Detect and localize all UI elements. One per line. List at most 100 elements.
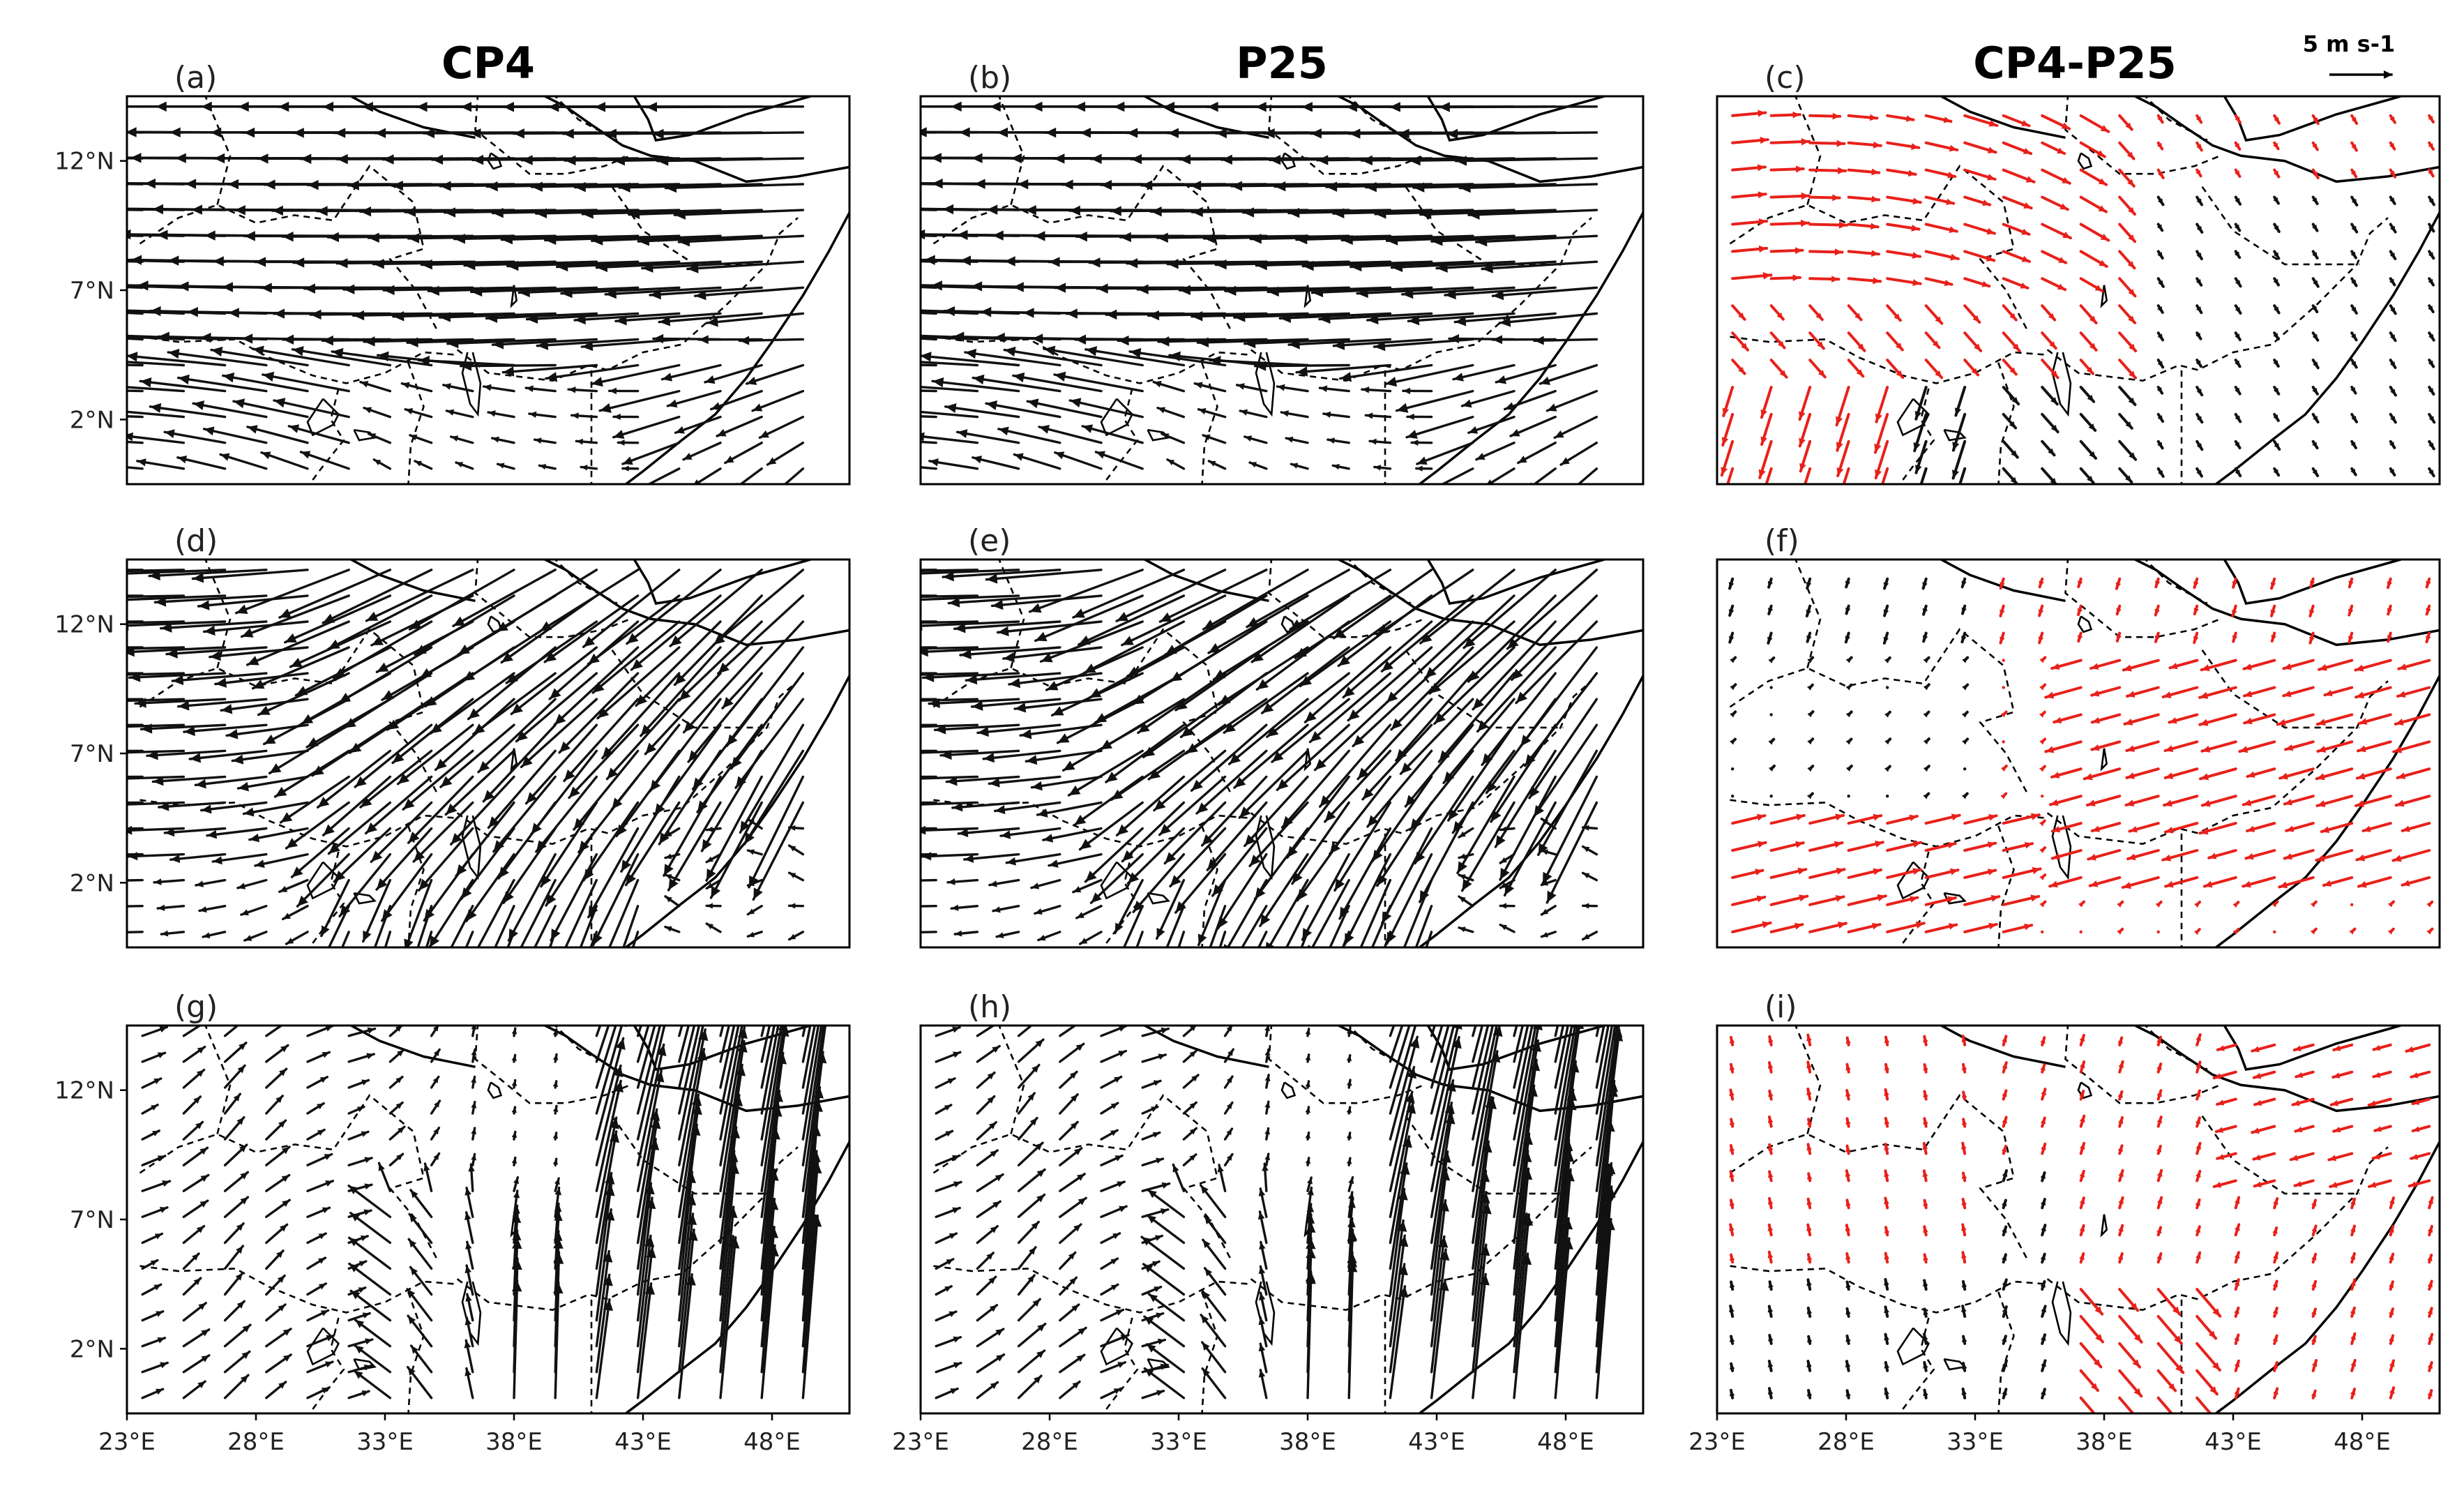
wind-vector <box>1313 698 1392 772</box>
wind-vector-head <box>1258 1344 1266 1352</box>
wind-vector <box>558 672 640 754</box>
wind-vector-head <box>242 1325 250 1332</box>
wind-vector-head <box>318 1283 326 1290</box>
wind-vector-head <box>2387 929 2394 935</box>
wind-vector-head <box>989 1305 997 1312</box>
wind-vector-head <box>1167 459 1175 466</box>
wind-vector-head <box>1532 1006 1542 1017</box>
wind-vector-head <box>2389 170 2395 177</box>
wind-vector-head <box>1730 1119 1735 1125</box>
wind-vector-head <box>1832 112 1841 120</box>
wind-vector-head <box>1181 726 1193 737</box>
wind-vector-head <box>1795 841 1804 848</box>
wind-vector-head <box>1317 1001 1326 1013</box>
wind-vector <box>1338 363 1433 380</box>
wind-vector-head <box>1884 1118 1890 1125</box>
country-border <box>1997 825 2015 947</box>
wind-vector-head <box>275 1250 284 1259</box>
wind-vector <box>719 1206 735 1348</box>
country-border <box>1250 1278 1404 1312</box>
map-content <box>1728 560 2440 947</box>
wind-vector-head <box>2211 1415 2219 1422</box>
wind-vector-head <box>2311 1360 2318 1367</box>
wind-vector-head <box>1923 1036 1928 1043</box>
wind-vector-head <box>2118 1197 2124 1204</box>
wind-vector-head <box>1884 766 1890 772</box>
wind-vector-head <box>1386 691 1398 703</box>
wind-vector-head <box>1884 1089 1889 1096</box>
wind-vector <box>381 853 433 922</box>
wind-vector <box>921 594 1020 601</box>
wind-vector-head <box>997 626 1009 637</box>
wind-vector-head <box>1806 1119 1813 1125</box>
wind-vector <box>1430 1026 1436 1037</box>
wind-vector <box>604 286 722 296</box>
wind-vector-head <box>1031 883 1040 889</box>
wind-vector-head <box>880 850 889 859</box>
wind-vector-head <box>1035 631 1048 642</box>
wind-vector-head <box>116 799 126 809</box>
wind-vector <box>327 801 392 855</box>
wind-vector-head <box>1160 1363 1168 1370</box>
wind-vector <box>1389 1026 1404 1063</box>
wind-vector <box>1554 1026 1559 1037</box>
wind-vector-head <box>1054 371 1066 382</box>
y-tick-label: 2°N <box>70 869 114 897</box>
wind-vector-head <box>215 677 227 688</box>
wind-vector-head <box>943 571 954 582</box>
reference-vector-key: 5 m s-1 <box>2303 31 2395 79</box>
wind-vector-head <box>2321 826 2330 834</box>
wind-vector <box>608 878 640 947</box>
wind-vector <box>534 904 557 947</box>
wind-vector-head <box>2040 1172 2046 1179</box>
wind-vector <box>1105 723 1186 783</box>
wind-vector <box>997 428 1061 444</box>
wind-vector-head <box>1126 258 1138 269</box>
wind-vector <box>1554 1237 1571 1399</box>
lake-outline <box>1147 892 1170 905</box>
wind-vector-head <box>2277 719 2286 726</box>
wind-vector-head <box>1419 889 1430 902</box>
wind-vector-head <box>1073 886 1082 893</box>
wind-vector <box>1343 853 1392 946</box>
wind-vector-head <box>889 461 898 469</box>
wind-vector-head <box>2389 1388 2395 1395</box>
wind-vector-head <box>312 765 324 776</box>
wind-vector-head <box>1988 813 1997 821</box>
wind-vector-head <box>471 1076 476 1083</box>
wind-vector-head <box>1170 671 1183 682</box>
wind-vector-head <box>2130 1302 2138 1311</box>
wind-vector-head <box>2273 1198 2278 1205</box>
wind-vector-head <box>893 381 905 391</box>
wind-vector-head <box>1961 607 1967 614</box>
wind-vector <box>1036 801 1103 816</box>
wind-vector-head <box>950 1388 958 1395</box>
wind-vector-head <box>901 204 912 213</box>
wind-vector <box>610 723 681 811</box>
wind-vector-head <box>2350 1307 2356 1314</box>
wind-vector <box>993 801 1061 813</box>
wind-vector-head <box>2427 1255 2433 1261</box>
wind-vector-head <box>1267 726 1279 737</box>
wind-vector-dot <box>1963 767 1967 771</box>
wind-vector <box>664 183 805 190</box>
wind-vector-head <box>177 455 188 464</box>
wind-vector-head <box>1161 1182 1170 1189</box>
wind-vector-head <box>252 345 264 356</box>
wind-vector-head <box>1416 456 1428 465</box>
wind-vector-head <box>2195 1118 2201 1125</box>
wind-vector-head <box>748 931 755 938</box>
wind-vector-head <box>1547 403 1557 412</box>
wind-vector-head <box>1031 1222 1039 1230</box>
wind-vector <box>524 723 598 805</box>
wind-vector-head <box>2165 745 2174 752</box>
wind-vector <box>405 878 433 947</box>
wind-vector-head <box>687 263 699 273</box>
wind-vector <box>719 1063 743 1219</box>
wind-vector <box>734 698 805 789</box>
wind-vector-head <box>269 763 282 774</box>
wind-vector-head <box>2312 224 2318 231</box>
y-tick-label: 2°N <box>70 1335 114 1363</box>
country-border <box>1898 388 1935 484</box>
wind-vector-head <box>1386 235 1398 246</box>
